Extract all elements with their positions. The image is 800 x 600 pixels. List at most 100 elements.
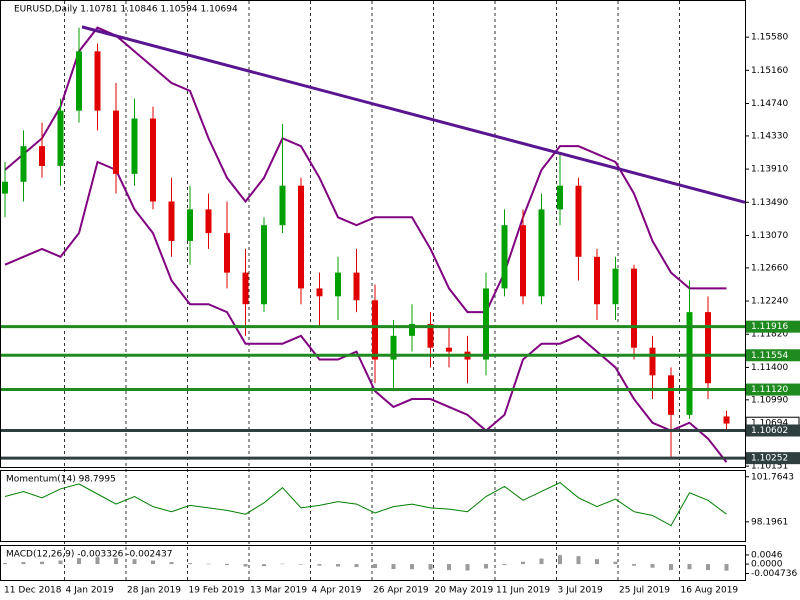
y-tick-label: -0.004736 (751, 569, 797, 579)
candle-body (205, 209, 212, 234)
candle-body (242, 272, 249, 305)
macd-bar (299, 564, 303, 565)
macd-bar (95, 557, 100, 565)
candle-body (316, 288, 323, 297)
macd-bar (576, 556, 581, 565)
y-tick-label: 0.0000 (751, 560, 783, 570)
trendline (81, 25, 746, 204)
macd-bar (262, 564, 266, 567)
candle-body (187, 209, 193, 242)
candle-body (150, 118, 156, 202)
x-tick-label: 3 Jul 2019 (558, 586, 603, 596)
y-tick-label: 0.0046 (751, 550, 783, 560)
macd-bar (40, 561, 44, 565)
macd-bar (558, 555, 562, 565)
y-tick-label: 1.12660 (751, 263, 788, 273)
level-box (746, 320, 800, 333)
macd-bar (3, 563, 7, 565)
macd-bar (669, 564, 673, 571)
x-tick-label: 11 Dec 2018 (4, 586, 62, 596)
candle-body (390, 335, 397, 360)
candle-body (131, 118, 138, 174)
candle-body (409, 323, 415, 336)
macd-bar (484, 564, 488, 569)
x-tick-label: 19 Feb 2019 (189, 586, 245, 596)
candle-body (446, 347, 452, 352)
candle-body (483, 288, 489, 360)
momentum-panel (0, 470, 746, 542)
macd-bar (447, 564, 451, 571)
macd-bar (724, 564, 729, 571)
macd-bar (225, 564, 229, 566)
candle-body (427, 323, 434, 348)
candle-body (224, 233, 230, 273)
candle-body (298, 185, 304, 289)
level-label: 1.11554 (751, 351, 788, 361)
candle-body (261, 225, 267, 305)
level-box (746, 383, 800, 396)
macd-bar (539, 558, 544, 565)
y-tick-label: 1.14330 (751, 131, 788, 141)
macd-bar (391, 564, 396, 570)
macd-bar (687, 564, 692, 570)
bollinger-band (4, 26, 727, 314)
macd-bar (132, 559, 137, 565)
x-tick-label: 13 Mar 2019 (250, 586, 307, 596)
macd-bar (465, 564, 470, 571)
candle-body (686, 312, 693, 415)
candle-body (76, 51, 82, 111)
x-tick-label: 28 Jan 2019 (127, 586, 181, 596)
y-tick-label: 1.10990 (751, 395, 788, 405)
x-tick-label: 26 Apr 2019 (373, 586, 429, 596)
macd-bar (169, 562, 174, 565)
bid-label: 1.10694 (751, 419, 788, 429)
macd-bar (114, 558, 118, 565)
candle-body (279, 185, 286, 226)
y-tick-label: 1.15580 (751, 33, 788, 43)
macd-bar (632, 564, 636, 566)
y-tick-label: 1.13490 (751, 198, 788, 208)
candle-body (335, 272, 341, 297)
macd-bar (336, 564, 340, 567)
candle-body (649, 347, 656, 376)
macd-bar (317, 564, 322, 566)
x-tick-label: 11 Jun 2019 (496, 586, 550, 596)
candle-body (168, 201, 175, 242)
y-tick-label: 1.11400 (751, 363, 788, 373)
level-label: 1.11916 (751, 322, 788, 332)
macd-bar (650, 564, 655, 568)
level-label: 1.11120 (751, 385, 788, 395)
y-tick-label: 1.13910 (751, 165, 788, 175)
y-tick-label: 101.7643 (751, 472, 794, 482)
candle-body (57, 110, 64, 166)
main-panel (0, 0, 746, 468)
macd-bar (354, 564, 359, 568)
x-tick-label: 25 Jul 2019 (619, 586, 670, 596)
macd-bar (151, 560, 155, 565)
candle-body (723, 416, 730, 424)
macd-bar (613, 561, 618, 565)
level-box (746, 452, 800, 465)
y-tick-label: 1.12240 (751, 297, 788, 307)
bollinger-band (4, 160, 728, 463)
candle-body (353, 272, 360, 301)
y-tick-label: 98.1961 (751, 517, 788, 527)
level-label: 1.10252 (751, 454, 788, 464)
level-label: 1.10602 (751, 426, 788, 436)
macd-bar (188, 563, 192, 565)
macd-bar (521, 561, 525, 565)
y-tick-label: 1.10151 (751, 462, 788, 472)
indicator-title: Momentum(14) 98.7995 (6, 475, 116, 485)
y-tick-label: 1.11820 (751, 330, 788, 340)
x-tick-label: 4 Apr 2019 (312, 586, 362, 596)
x-tick-label: 4 Jan 2019 (66, 586, 114, 596)
macd-bar (58, 560, 63, 565)
macd-bar (243, 564, 248, 567)
macd-bar (502, 564, 507, 566)
candle-body (705, 312, 711, 384)
candle-body (20, 146, 27, 182)
candle-body (668, 375, 674, 415)
candle-body (113, 110, 119, 174)
